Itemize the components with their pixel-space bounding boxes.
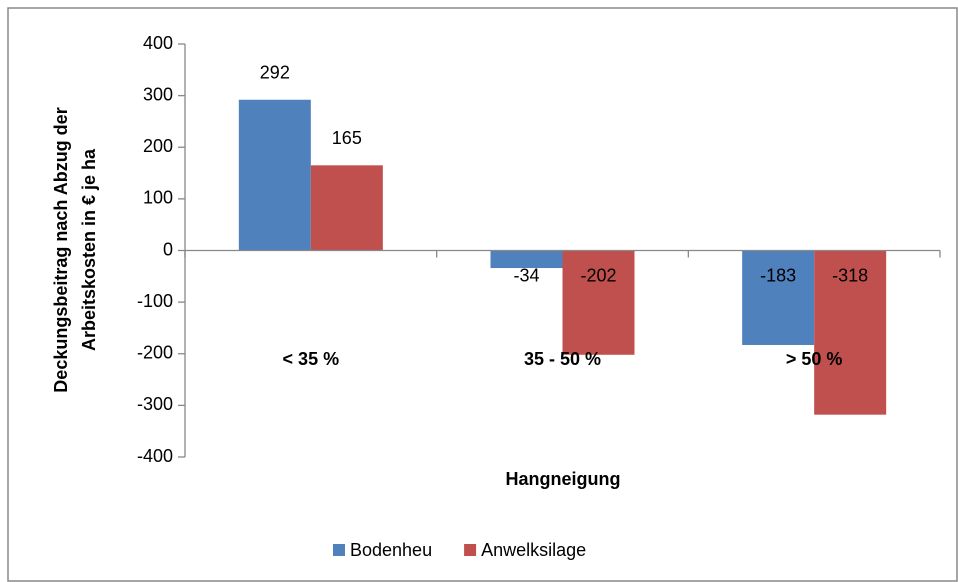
y-tick-label: 300 (143, 84, 173, 104)
data-label: -34 (513, 265, 539, 285)
y-tick-label: 200 (143, 136, 173, 156)
y-tick-label: -100 (137, 291, 173, 311)
bar (562, 250, 635, 355)
y-axis-title: Deckungsbeitrag nach Abzug der (51, 107, 71, 392)
x-tick-label: > 50 % (786, 349, 843, 369)
y-axis-title: Arbeitskosten in € je ha (79, 148, 99, 351)
legend: Bodenheu Anwelksilage (333, 540, 586, 560)
x-axis-title: Hangneigung (506, 469, 621, 489)
data-label: -183 (760, 265, 796, 285)
legend-label: Anwelksilage (481, 540, 586, 560)
y-tick-label: -200 (137, 343, 173, 363)
y-tick-label: 0 (163, 239, 173, 259)
x-tick-label: 35 - 50 % (524, 349, 601, 369)
legend-swatch (333, 544, 345, 556)
bar (814, 250, 887, 415)
y-tick-label: 400 (143, 33, 173, 53)
data-label: -202 (580, 265, 616, 285)
bar (490, 250, 563, 269)
y-tick-label: -400 (137, 446, 173, 466)
bar (742, 250, 815, 345)
legend-label: Bodenheu (350, 540, 432, 560)
data-label: -318 (832, 265, 868, 285)
bar (310, 165, 383, 251)
bar (238, 99, 311, 251)
y-tick-label: 100 (143, 188, 173, 208)
legend-swatch (464, 544, 477, 556)
data-label: 165 (332, 128, 362, 148)
y-tick-label: -300 (137, 394, 173, 414)
data-label: 292 (260, 63, 290, 83)
x-tick-label: < 35 % (283, 349, 340, 369)
